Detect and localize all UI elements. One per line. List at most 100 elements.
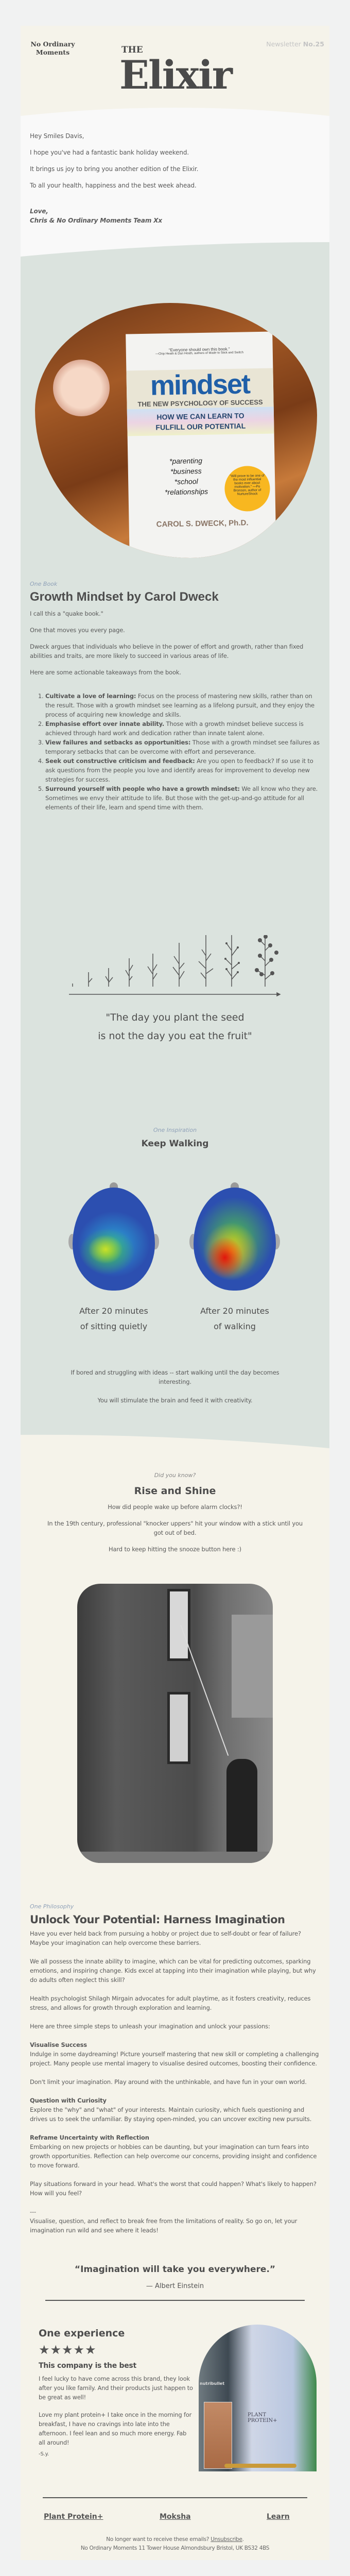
cream-section: Did you know? Rise and Shine How did peo… xyxy=(21,1449,329,2560)
candle xyxy=(53,360,110,416)
greeting: Hey Smiles Davis, I hope you've had a fa… xyxy=(30,131,318,225)
footer: No longer want to receive these emails? … xyxy=(21,2535,329,2553)
book-section: One Book Growth Mindset by Carol Dweck I… xyxy=(30,581,321,812)
quote-text: “Imagination will take you everywhere.” xyxy=(74,2264,276,2275)
footer-link-moksha[interactable]: Moksha xyxy=(160,2513,191,2521)
paragraph: Hard to keep hitting the snooze button h… xyxy=(109,1546,241,1553)
philosophy-section: One Philosophy Unlock Your Potential: Ha… xyxy=(30,1903,321,2235)
newsletter-label: Newsletter xyxy=(266,40,301,48)
section-heading: Growth Mindset by Carol Dweck xyxy=(30,590,219,604)
paragraph: How did people wake up before alarm cloc… xyxy=(108,1503,242,1511)
section-wave xyxy=(21,241,329,257)
caption-walking: After 20 minutes of walking xyxy=(183,1303,286,1334)
punctuation: . xyxy=(242,2536,244,2543)
section-heading: Keep Walking xyxy=(141,1139,209,1149)
caption-sitting: After 20 minutes of sitting quietly xyxy=(62,1303,165,1334)
cover-title: mindset xyxy=(150,368,250,401)
seed-quote: "The day you plant the seed is not the d… xyxy=(21,1008,329,1045)
takeaway-text: Are you open to feedback? If so use it t… xyxy=(45,757,313,783)
takeaway-item: Cultivate a love of learning: Focus on t… xyxy=(45,691,321,719)
greeting-line: It brings us joy to bring you another ed… xyxy=(30,165,199,173)
section-heading: One experience xyxy=(39,2328,125,2339)
paragraph: Have you ever held back from pursuing a … xyxy=(30,1930,301,1946)
unsubscribe-link[interactable]: Unsubscribe xyxy=(211,2536,242,2543)
plant-berries xyxy=(224,935,278,976)
product-photo[interactable]: nutribullet PLANT PROTEIN+ xyxy=(199,2325,317,2471)
reviewer-name: -S.y. xyxy=(39,2451,49,2457)
caption-line: After 20 minutes xyxy=(79,1306,148,1316)
philosophy-body: Have you ever held back from pursuing a … xyxy=(30,1929,321,2235)
divider xyxy=(43,2497,307,2498)
section-label: Did you know? xyxy=(154,1472,196,1479)
inspiration-header: One Inspiration Keep Walking xyxy=(21,1127,329,1149)
step-text: Explore the "why" and "what" of your int… xyxy=(30,2106,312,2123)
paragraph: Health psychologist Shilagh Mirgain advo… xyxy=(30,1995,311,2011)
divider xyxy=(45,2300,305,2301)
takeaway-item: Emphasise effort over innate ability. Th… xyxy=(45,719,321,738)
brain-scan-sitting xyxy=(68,1182,159,1291)
section-heading: Rise and Shine xyxy=(134,1485,216,1497)
review-title: This company is the best xyxy=(39,2362,136,2370)
paragraph: We all possess the innate ability to ima… xyxy=(30,1958,316,1984)
quote-author: — Albert Einstein xyxy=(146,2282,204,2290)
window xyxy=(167,1589,190,1661)
salutation: Hey Smiles Davis, xyxy=(30,132,84,140)
brand-line: Moments xyxy=(36,48,70,56)
step-title: Question with Curiosity xyxy=(30,2097,107,2104)
cover-sticker: "Will prove to be one of the most influe… xyxy=(224,465,271,512)
caption-line: of sitting quietly xyxy=(80,1321,148,1331)
background-building xyxy=(232,1615,273,1718)
footer-link-learn[interactable]: Learn xyxy=(267,2513,290,2521)
street xyxy=(77,1852,273,1863)
takeaway-item: View failures and setbacks as opportunit… xyxy=(45,738,321,756)
paragraph: I call this a "quake book." xyxy=(30,610,103,617)
arrow-head-icon xyxy=(276,992,281,997)
head-heatmap xyxy=(73,1188,155,1291)
section-label: One Book xyxy=(30,581,58,587)
brand-line: No Ordinary xyxy=(30,40,75,48)
did-you-know: Did you know? Rise and Shine How did peo… xyxy=(21,1472,329,1554)
title-the: THE xyxy=(121,45,143,55)
unsubscribe-prompt: No longer want to receive these emails? xyxy=(106,2536,211,2543)
paragraph: Play situations forward in your head. Wh… xyxy=(30,2180,317,2197)
einstein-quote: “Imagination will take you everywhere.” … xyxy=(21,2264,329,2291)
issue-number: No.25 xyxy=(303,40,324,48)
brand-logo[interactable]: No Ordinary Moments xyxy=(28,40,77,57)
takeaway-text: Those with a growth mindset believe succ… xyxy=(45,720,304,737)
blender-label: nutribullet xyxy=(200,2381,225,2386)
signature: Chris & No Ordinary Moments Team Xx xyxy=(30,217,162,224)
takeaway-text: We all know who they are. Sometimes we e… xyxy=(45,785,318,811)
cover-tagline: HOW WE CAN LEARN TO FULFILL OUR POTENTIA… xyxy=(127,406,274,436)
takeaways-list: Cultivate a love of learning: Focus on t… xyxy=(30,691,321,812)
paragraph: Here are some actionable takeaways from … xyxy=(30,669,181,676)
knocker-upper-photo xyxy=(77,1584,273,1863)
book-body: I call this a "quake book." One that mov… xyxy=(30,609,321,812)
company-address: No Ordinary Moments 11 Tower House Almon… xyxy=(80,2545,270,2551)
smoothie-glass xyxy=(204,2402,232,2469)
takeaway-title: Seek out constructive criticism and feed… xyxy=(45,757,195,765)
paragraph: Here are three simple steps to unleash y… xyxy=(30,2023,270,2030)
person xyxy=(226,1759,257,1862)
step-title: Visualise Success xyxy=(30,2041,87,2048)
quote-line: is not the day you eat the fruit" xyxy=(98,1030,252,1042)
review-text: Love my plant protein+ I take once in th… xyxy=(39,2412,192,2446)
section-label: One Philosophy xyxy=(30,1903,74,1910)
paragraph: In the 19th century, professional "knock… xyxy=(47,1520,303,1536)
footer-link-plant-protein[interactable]: Plant Protein+ xyxy=(44,2513,103,2521)
separator-text: --- xyxy=(30,2208,36,2215)
brain-scan-walking xyxy=(189,1182,280,1291)
cover-author: CAROL S. DWECK, Ph.D. xyxy=(156,518,249,529)
paragraph: Visualise, question, and reflect to brea… xyxy=(30,2217,297,2234)
takeaway-title: Surround yourself with people who have a… xyxy=(45,785,240,792)
caption-line: After 20 minutes xyxy=(200,1306,269,1316)
takeaway-title: View failures and setbacks as opportunit… xyxy=(45,739,191,746)
takeaway-title: Cultivate a love of learning: xyxy=(45,692,136,700)
title-elixir: Elixir xyxy=(119,52,233,98)
window xyxy=(167,1692,190,1764)
step-title: Reframe Uncertainty with Reflection xyxy=(30,2134,149,2141)
header-wave xyxy=(21,108,329,116)
step-text: Indulge in some daydreaming! Picture you… xyxy=(30,2050,319,2067)
takeaway-title: Emphasise effort over innate ability. xyxy=(45,720,165,727)
takeaway-item: Surround yourself with people who have a… xyxy=(45,784,321,812)
step-text: Embarking on new projects or hobbies can… xyxy=(30,2143,317,2169)
